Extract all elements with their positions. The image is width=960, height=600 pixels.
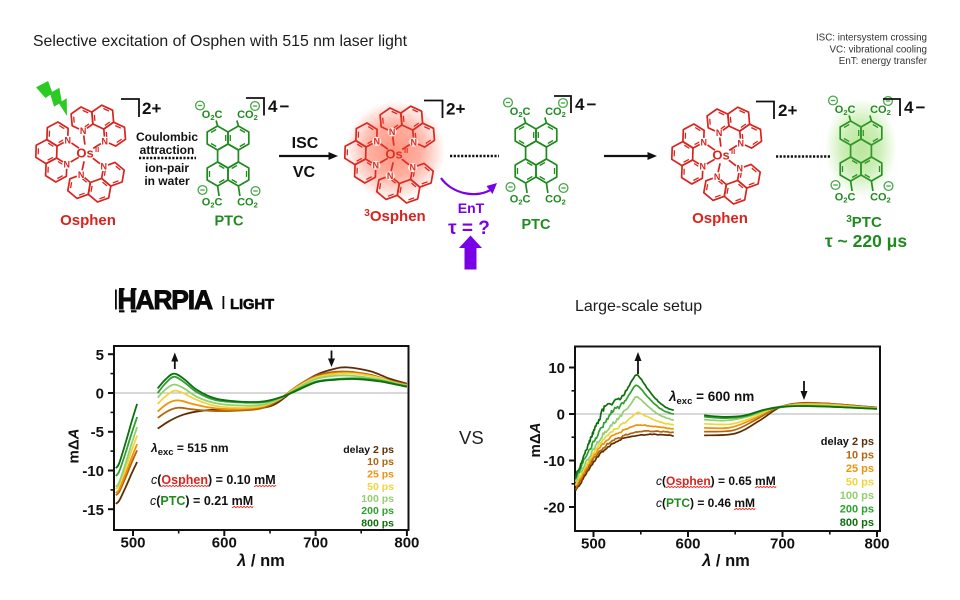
svg-text:mΔA: mΔA — [527, 423, 544, 458]
svg-text:τ = ?: τ = ? — [448, 218, 490, 239]
svg-text:N: N — [78, 170, 85, 180]
svg-text:2+: 2+ — [142, 99, 161, 118]
svg-text:O2C: O2C — [202, 197, 223, 210]
svg-text:800: 800 — [394, 535, 419, 552]
svg-text:Osphen: Osphen — [60, 212, 116, 229]
svg-text:N: N — [738, 138, 745, 148]
svg-text:in water: in water — [144, 174, 190, 188]
svg-text:CO2: CO2 — [545, 106, 566, 119]
svg-text:100 ps: 100 ps — [840, 490, 874, 502]
svg-text:mΔA: mΔA — [66, 429, 83, 464]
svg-text:N: N — [736, 164, 743, 174]
svg-text:25 ps: 25 ps — [367, 469, 394, 481]
svg-text:Large-scale setup: Large-scale setup — [575, 298, 702, 315]
svg-text:700: 700 — [303, 535, 328, 552]
svg-text:-5: -5 — [91, 424, 104, 441]
svg-text:delay 2 ps: delay 2 ps — [821, 436, 874, 448]
svg-text:VC: vibrational cooling: VC: vibrational cooling — [830, 44, 927, 55]
svg-text:700: 700 — [770, 536, 795, 553]
svg-text:VS: VS — [459, 427, 484, 448]
svg-text:c(Osphen) = 0.65 mM: c(Osphen) = 0.65 mM — [656, 474, 776, 488]
svg-text:4−: 4− — [575, 95, 596, 114]
svg-text:100 ps: 100 ps — [361, 493, 394, 505]
svg-text:25 ps: 25 ps — [846, 463, 874, 475]
svg-text:Selective excitation of Osphen: Selective excitation of Osphen with 515 … — [33, 33, 408, 50]
svg-text:-10: -10 — [82, 463, 104, 480]
svg-text:10 ps: 10 ps — [846, 450, 874, 462]
svg-text:4−: 4− — [904, 98, 925, 117]
svg-text:O2C: O2C — [510, 194, 531, 207]
svg-text:500: 500 — [581, 536, 606, 553]
svg-text:EnT: EnT — [458, 200, 485, 216]
svg-text:Osphen: Osphen — [692, 210, 748, 227]
svg-text:N: N — [64, 136, 71, 146]
svg-text:O2C: O2C — [510, 106, 531, 119]
svg-text:N: N — [100, 162, 107, 172]
svg-text:3Osphen: 3Osphen — [364, 208, 425, 225]
svg-text:600: 600 — [675, 536, 700, 553]
svg-text:PTC: PTC — [522, 217, 552, 233]
svg-text:CO2: CO2 — [237, 197, 258, 210]
svg-text:Coulombic: Coulombic — [136, 130, 198, 144]
svg-text:ion-pair: ion-pair — [145, 161, 189, 175]
svg-text:PTC: PTC — [215, 214, 245, 230]
svg-text:200 ps: 200 ps — [361, 505, 394, 517]
svg-text:800 ps: 800 ps — [361, 518, 394, 530]
svg-text:50 ps: 50 ps — [367, 481, 394, 493]
svg-text:600: 600 — [212, 535, 237, 552]
svg-text:10 ps: 10 ps — [367, 456, 394, 468]
svg-text:delay 2 ps: delay 2 ps — [343, 444, 394, 456]
svg-text:λ / nm: λ / nm — [236, 552, 285, 570]
svg-text:2+: 2+ — [778, 101, 797, 120]
svg-text:-20: -20 — [543, 500, 565, 517]
svg-text:λ / nm: λ / nm — [701, 552, 750, 570]
svg-text:800: 800 — [864, 536, 889, 553]
svg-text:-15: -15 — [82, 502, 104, 519]
svg-text:5: 5 — [96, 347, 104, 364]
svg-text:c(PTC) = 0.21 mM: c(PTC) = 0.21 mM — [150, 494, 253, 508]
svg-text:2+: 2+ — [446, 100, 465, 119]
svg-text:N: N — [716, 128, 723, 138]
svg-text:N: N — [714, 172, 721, 182]
svg-text:10: 10 — [548, 360, 565, 377]
svg-text:c(PTC) = 0.46 mM: c(PTC) = 0.46 mM — [656, 496, 755, 510]
svg-text:4−: 4− — [268, 97, 289, 116]
svg-text:attraction: attraction — [140, 143, 195, 157]
svg-text:ISC: ISC — [292, 135, 319, 152]
svg-text:-10: -10 — [543, 453, 565, 470]
svg-text:N: N — [700, 138, 707, 148]
svg-text:500: 500 — [120, 535, 145, 552]
svg-text:N: N — [700, 162, 707, 172]
svg-text:0: 0 — [557, 407, 565, 424]
svg-text:N: N — [102, 136, 109, 146]
svg-text:0: 0 — [96, 386, 104, 403]
svg-text:200 ps: 200 ps — [840, 504, 874, 516]
svg-text:CO2: CO2 — [870, 192, 891, 205]
svg-text:LIGHT: LIGHT — [230, 296, 274, 313]
svg-text:c(Osphen) = 0.10 mM: c(Osphen) = 0.10 mM — [151, 473, 276, 487]
svg-text:CO2: CO2 — [237, 109, 258, 122]
svg-text:ISC: intersystem crossing: ISC: intersystem crossing — [816, 33, 927, 44]
svg-text:λexc = 600 nm: λexc = 600 nm — [668, 389, 754, 407]
svg-text:Os: Os — [76, 146, 93, 161]
svg-text:EnT: energy transfer: EnT: energy transfer — [839, 56, 928, 67]
svg-text:3PTC: 3PTC — [846, 214, 882, 231]
svg-text:N: N — [80, 126, 87, 136]
svg-text:II: II — [95, 145, 99, 154]
svg-text:VC: VC — [293, 164, 316, 181]
svg-text:λexc = 515 nm: λexc = 515 nm — [150, 441, 229, 458]
svg-text:CO2: CO2 — [545, 194, 566, 207]
svg-text:II: II — [731, 147, 735, 156]
svg-text:Os: Os — [712, 148, 729, 163]
svg-text:N: N — [64, 160, 71, 170]
svg-text:O2C: O2C — [202, 109, 223, 122]
svg-text:50 ps: 50 ps — [846, 477, 874, 489]
svg-text:800 ps: 800 ps — [840, 517, 874, 529]
svg-text:τ ~ 220 μs: τ ~ 220 μs — [825, 231, 908, 251]
